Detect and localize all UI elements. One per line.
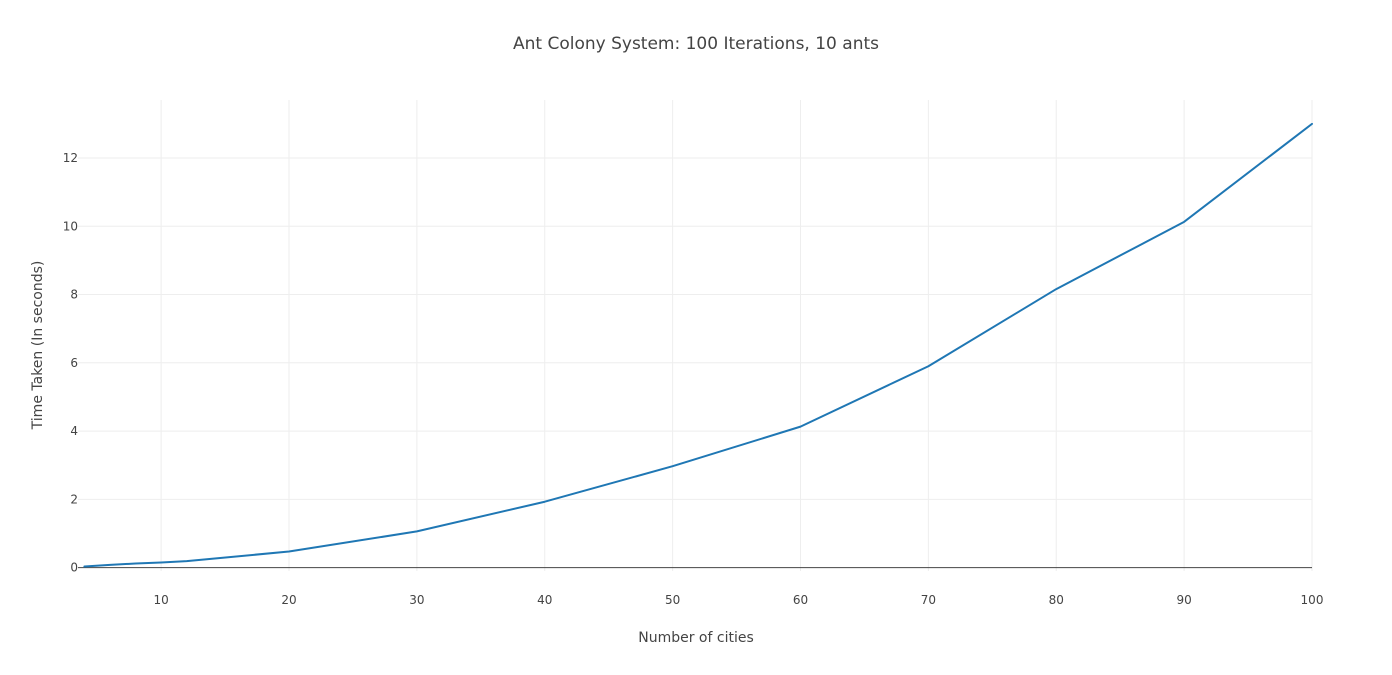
x-tick-label: 20 — [281, 593, 296, 607]
tick-labels: 10 20 30 40 50 60 70 80 90 100 0 2 4 6 8 10 12 — [63, 151, 1324, 607]
x-tick-label: 50 — [665, 593, 680, 607]
y-tick-label: 8 — [70, 288, 78, 302]
series-line — [83, 122, 1313, 568]
x-tick-label: 100 — [1301, 593, 1324, 607]
x-tick-label: 40 — [537, 593, 552, 607]
y-tick-label: 10 — [63, 219, 78, 233]
x-tick-label: 80 — [1049, 593, 1064, 607]
y-tick-label: 6 — [70, 356, 78, 370]
y-tick-label: 0 — [70, 561, 78, 575]
gridlines — [78, 100, 1313, 571]
x-tick-label: 10 — [153, 593, 168, 607]
x-tick-label: 30 — [409, 593, 424, 607]
x-tick-label: 90 — [1176, 593, 1191, 607]
y-tick-label: 12 — [63, 151, 78, 165]
x-tick-label: 70 — [921, 593, 936, 607]
x-tick-label: 60 — [793, 593, 808, 607]
chart-title: Ant Colony System: 100 Iterations, 10 an… — [513, 34, 879, 54]
y-axis-title: Time Taken (In seconds) — [30, 261, 46, 431]
x-axis-title: Number of cities — [638, 630, 754, 646]
y-tick-label: 2 — [70, 492, 78, 506]
y-tick-label: 4 — [70, 424, 78, 438]
series-layer — [83, 122, 1313, 568]
